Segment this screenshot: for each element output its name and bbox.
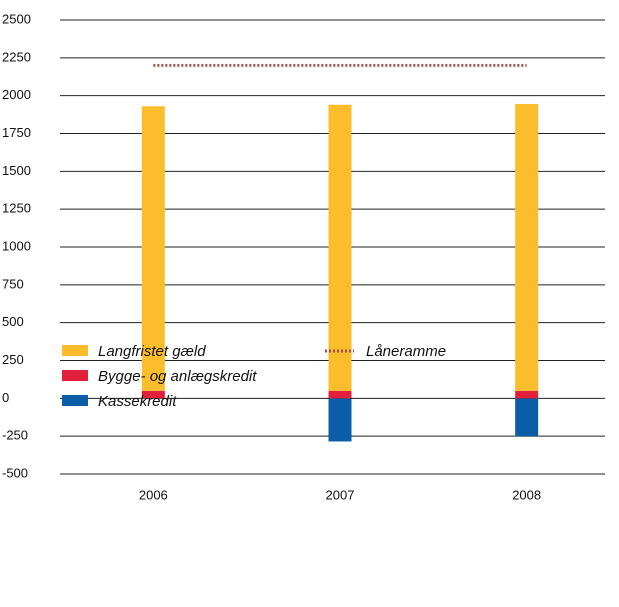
y-tick-label: 2500 [2, 11, 31, 26]
y-tick-label: 0 [2, 390, 9, 405]
y-tick-label: -250 [2, 428, 28, 443]
bar [515, 398, 539, 437]
bar [141, 106, 165, 391]
y-tick-label: 1250 [2, 201, 31, 216]
bar [328, 398, 352, 442]
x-tick-label: 2008 [512, 487, 541, 502]
y-tick-label: 2250 [2, 49, 31, 64]
x-tick-label: 2007 [326, 487, 355, 502]
legend-swatch [62, 395, 88, 406]
legend-swatch [62, 345, 88, 356]
y-tick-label: 500 [2, 314, 24, 329]
bar [515, 103, 539, 391]
y-tick-label: 2000 [2, 87, 31, 102]
legend-label: Bygge- og anlægskredit [98, 368, 257, 385]
x-tick-label: 2006 [139, 487, 168, 502]
legend-label: Låneramme [366, 343, 446, 360]
bar [328, 390, 352, 399]
bar [515, 390, 539, 399]
legend-swatch [62, 370, 88, 381]
legend-label: Kassekredit [98, 393, 177, 410]
y-tick-label: 250 [2, 352, 24, 367]
legend-label: Langfristet gæld [98, 343, 206, 360]
bar [328, 104, 352, 391]
y-tick-label: 1000 [2, 238, 31, 253]
y-tick-label: 1750 [2, 125, 31, 140]
y-tick-label: 1500 [2, 163, 31, 178]
bar [141, 390, 165, 399]
y-tick-label: 750 [2, 276, 24, 291]
y-tick-label: -500 [2, 465, 28, 480]
